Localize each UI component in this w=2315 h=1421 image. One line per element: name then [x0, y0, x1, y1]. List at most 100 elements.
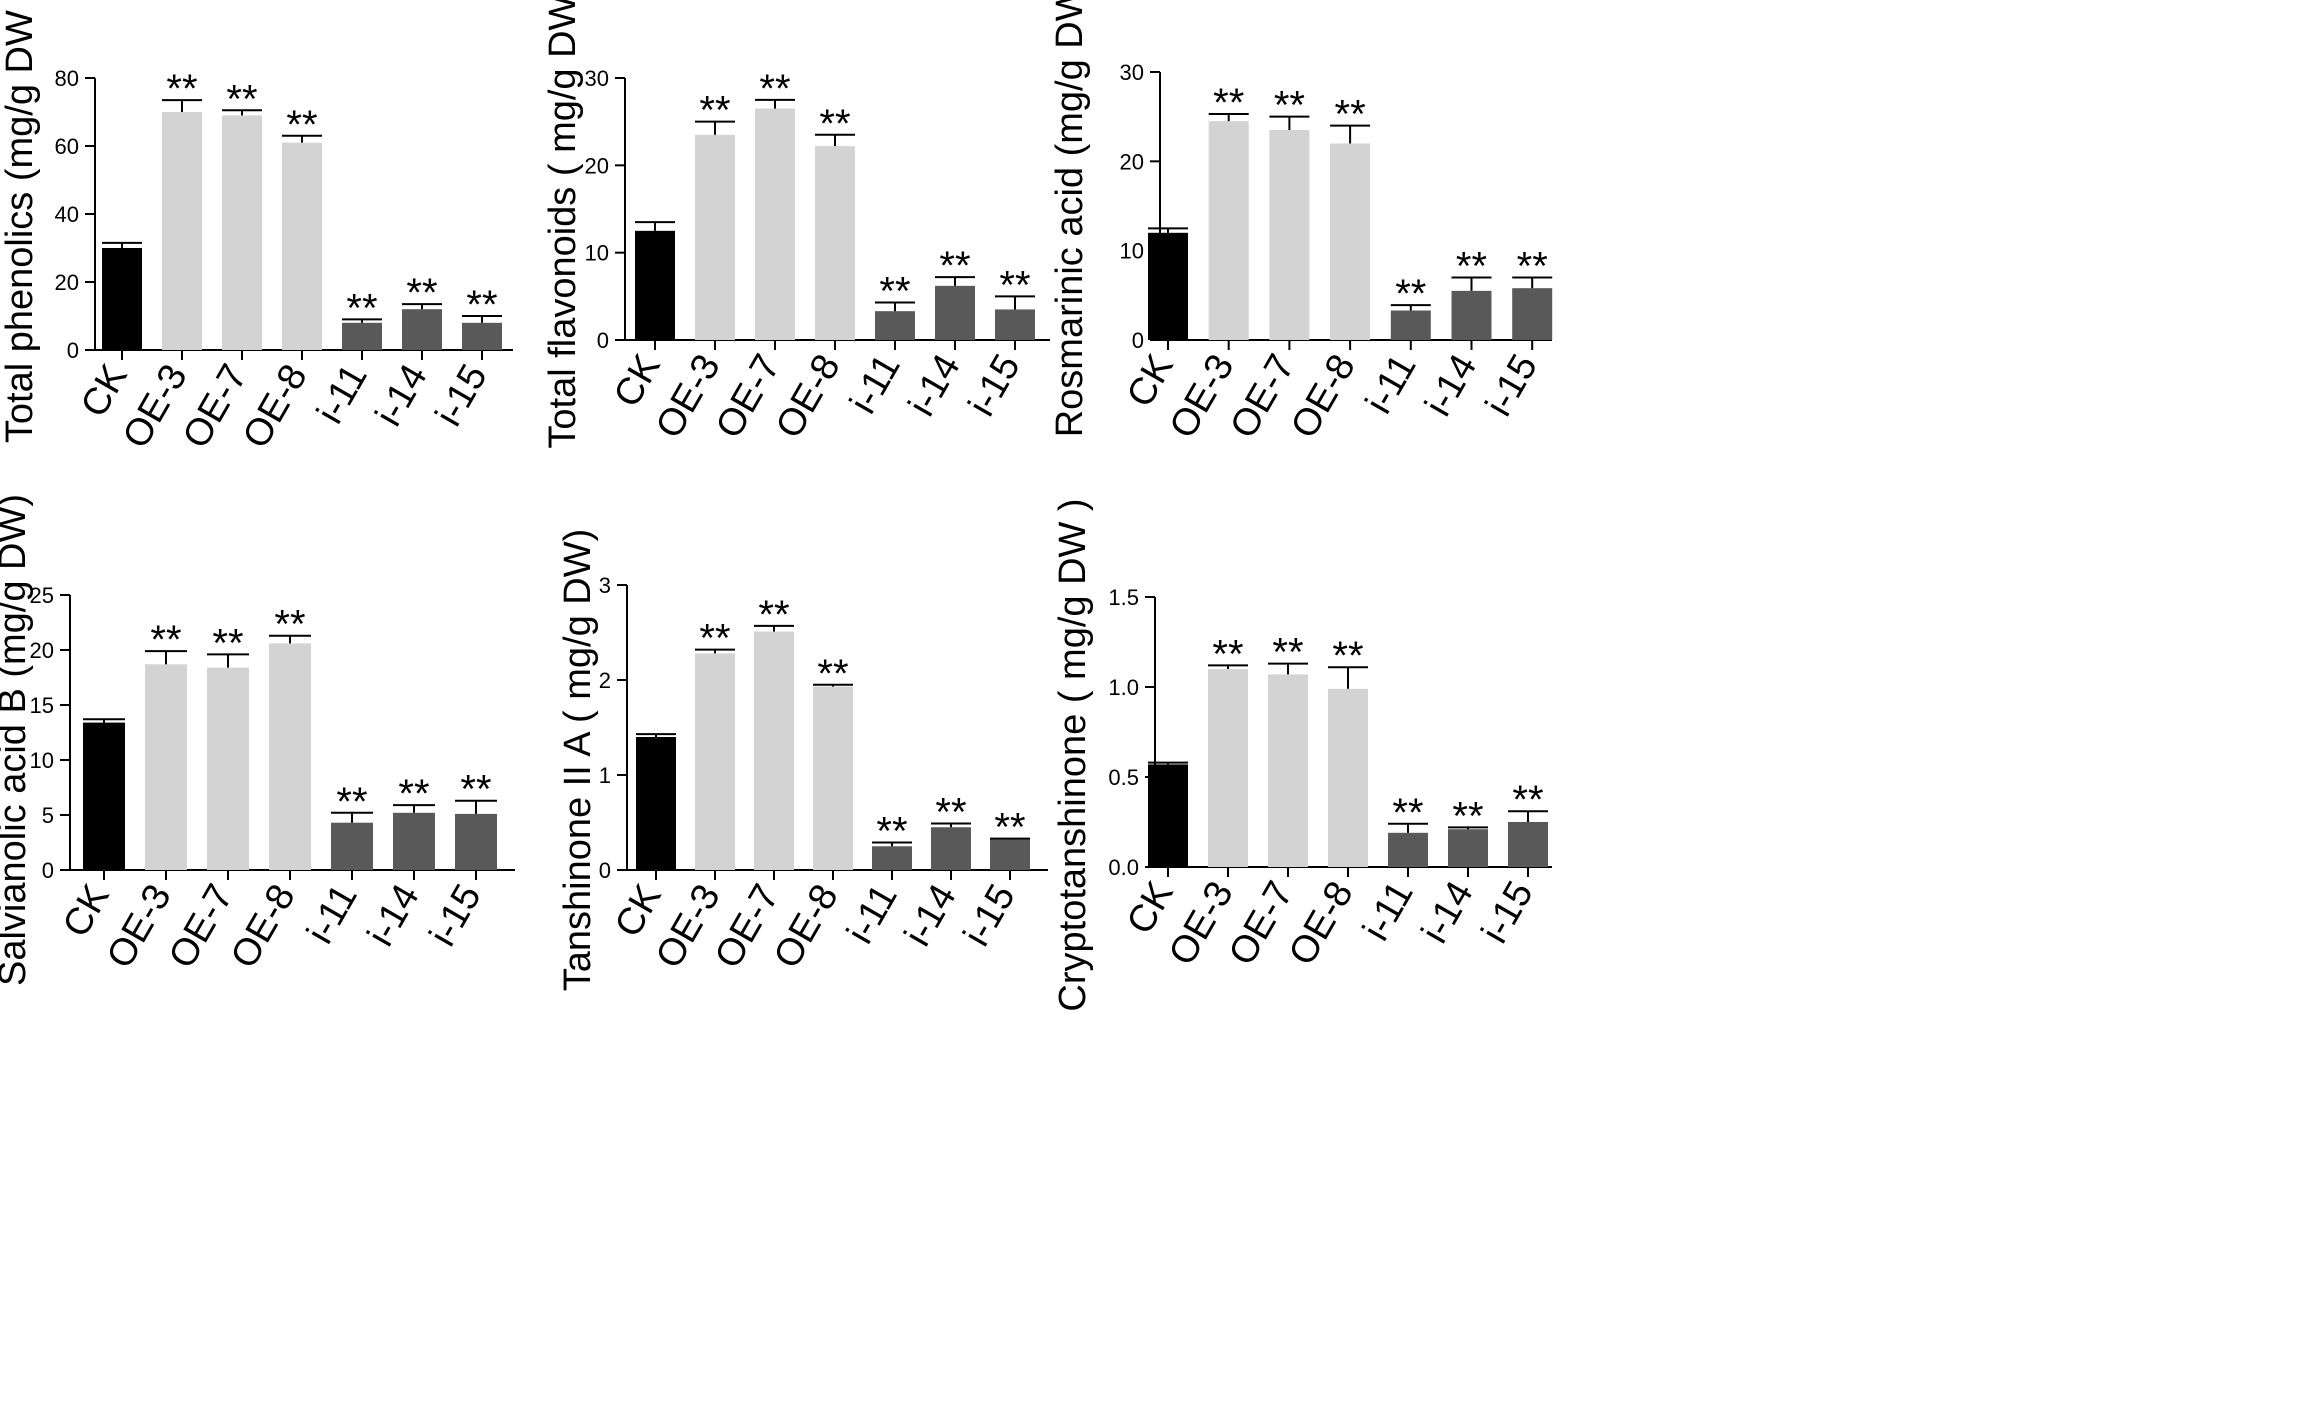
bar — [331, 822, 373, 870]
significance-label: ** — [286, 103, 317, 147]
significance-label: ** — [150, 618, 181, 662]
significance-label: ** — [398, 772, 429, 816]
y-tick-label: 0 — [597, 328, 609, 353]
bar — [207, 667, 249, 870]
bar — [1148, 764, 1188, 867]
category-label: OE-3 — [115, 358, 196, 456]
category-label: OE-7 — [175, 358, 256, 456]
category-label: i-11 — [842, 348, 909, 421]
bar — [1448, 829, 1488, 867]
bar — [755, 108, 795, 340]
y-axis-label: Total phenolics (mg/g DW ) — [0, 0, 41, 443]
y-tick-label: 5 — [42, 803, 54, 828]
significance-label: ** — [758, 593, 789, 637]
category-label: i-11 — [1355, 875, 1422, 948]
y-tick-label: 40 — [55, 202, 79, 227]
significance-label: ** — [1392, 791, 1423, 835]
category-label: i-14 — [1414, 875, 1482, 951]
bar — [455, 813, 497, 870]
significance-label: ** — [1395, 272, 1426, 316]
significance-label: ** — [876, 809, 907, 853]
bar — [1390, 310, 1431, 340]
y-tick-label: 10 — [1120, 239, 1144, 264]
category-label: i-15 — [428, 358, 496, 434]
y-tick-label: 20 — [585, 153, 609, 178]
significance-label: ** — [212, 621, 243, 665]
bar — [931, 827, 971, 870]
bar — [695, 653, 735, 870]
y-tick-label: 1.0 — [1108, 675, 1139, 700]
y-tick-label: 30 — [1120, 60, 1144, 85]
significance-label: ** — [274, 603, 305, 647]
category-label: i-15 — [956, 878, 1024, 954]
bar — [1451, 290, 1492, 340]
category-label: OE-8 — [766, 878, 847, 976]
bar — [695, 134, 735, 340]
significance-label: ** — [994, 806, 1025, 850]
y-axis-label: Cryptotanshinone ( mg/g DW ) — [1052, 498, 1094, 1011]
category-label: i-14 — [897, 878, 965, 954]
category-label: i-15 — [1474, 875, 1542, 951]
bar — [754, 631, 794, 870]
bar — [1512, 288, 1553, 340]
y-tick-label: 0 — [42, 858, 54, 883]
bar — [282, 142, 322, 350]
significance-label: ** — [1335, 93, 1366, 137]
significance-label: ** — [406, 271, 437, 315]
bar — [1330, 143, 1371, 340]
significance-label: ** — [1452, 794, 1483, 838]
y-tick-label: 15 — [30, 693, 54, 718]
significance-label: ** — [1332, 634, 1363, 678]
significance-label: ** — [935, 790, 966, 834]
y-axis-label: Tanshinone II A ( mg/g DW) — [557, 529, 599, 992]
significance-label: ** — [699, 617, 730, 661]
significance-label: ** — [1272, 631, 1303, 675]
y-tick-label: 10 — [585, 241, 609, 266]
category-label: OE-3 — [648, 348, 729, 446]
y-tick-label: 80 — [55, 66, 79, 91]
bar — [402, 309, 442, 350]
category-label: OE-8 — [1283, 348, 1364, 446]
y-tick-label: 30 — [585, 66, 609, 91]
significance-label: ** — [460, 768, 491, 812]
bar — [83, 722, 125, 870]
significance-label: ** — [1517, 244, 1548, 288]
significance-label: ** — [1274, 84, 1305, 128]
significance-label: ** — [939, 244, 970, 288]
chart-panel-6: 0.0 0.5 1.0 1.5 Cryptotanshinone ( mg/g DW )… — [1052, 498, 1552, 1012]
category-label: i-15 — [961, 348, 1029, 424]
bar — [815, 146, 855, 340]
bar — [1148, 232, 1188, 340]
significance-label: ** — [817, 652, 848, 696]
significance-label: ** — [336, 780, 367, 824]
bar — [145, 664, 187, 870]
bar — [462, 322, 502, 350]
significance-label: ** — [1512, 778, 1543, 822]
y-tick-label: 60 — [55, 134, 79, 159]
bar — [935, 285, 975, 340]
category-label: OE-3 — [1161, 875, 1242, 973]
y-tick-label: 1.5 — [1108, 585, 1139, 610]
category-label: OE-8 — [223, 878, 304, 976]
bar — [875, 311, 915, 340]
category-label: i-11 — [299, 878, 366, 951]
y-tick-label: 25 — [30, 583, 54, 608]
category-label: OE-7 — [161, 878, 242, 976]
significance-label: ** — [879, 269, 910, 313]
category-label: i-14 — [901, 348, 969, 424]
y-tick-label: 20 — [30, 638, 54, 663]
y-tick-label: 10 — [30, 748, 54, 773]
bar — [1268, 674, 1308, 867]
bar — [813, 686, 853, 870]
y-axis-label: Salvianolic acid B (mg/g DW) — [0, 494, 34, 986]
bar — [1328, 688, 1368, 867]
category-label: OE-7 — [1221, 875, 1302, 973]
category-label: i-11 — [1358, 348, 1425, 421]
bar — [1269, 130, 1310, 340]
y-tick-label: 0 — [67, 338, 79, 363]
bar — [162, 112, 202, 350]
bar — [342, 322, 382, 350]
